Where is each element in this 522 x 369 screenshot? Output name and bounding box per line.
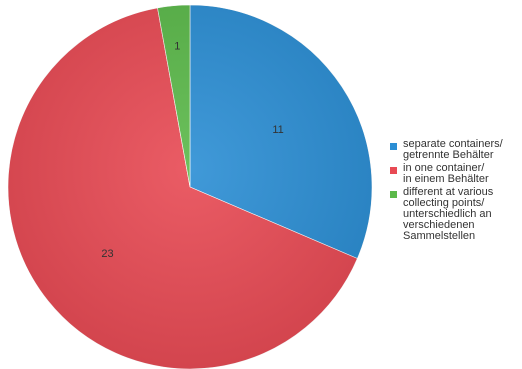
pie-value-label-2: 23 (101, 248, 113, 260)
legend-label-3: different at various collecting points/ … (403, 187, 494, 242)
legend-label-2: in one container/ in einem Behälter (403, 163, 489, 185)
pie-data-labels: 11 23 1 (101, 41, 283, 260)
chart-legend: separate containers/ getrennte Behälter i… (390, 139, 522, 244)
legend-label-1: separate containers/ getrennte Behälter (403, 139, 503, 161)
legend-item-3: different at various collecting points/ … (390, 187, 522, 242)
legend-item-1: separate containers/ getrennte Behälter (390, 139, 522, 161)
legend-swatch-3 (390, 191, 397, 198)
legend-swatch-1 (390, 143, 397, 150)
pie-slices (7, 4, 373, 369)
pie-value-label-3: 1 (174, 41, 180, 53)
legend-item-2: in one container/ in einem Behälter (390, 163, 522, 185)
pie-value-label-1: 11 (272, 124, 283, 136)
legend-swatch-2 (390, 167, 397, 174)
